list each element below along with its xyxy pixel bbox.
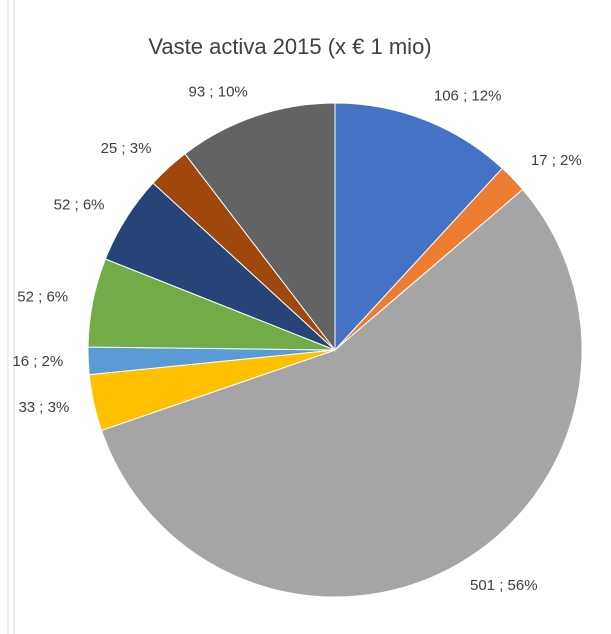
pie-slice [184,102,336,352]
data-label: 17 ; 2% [531,152,582,169]
data-label: 16 ; 2% [12,353,63,370]
data-label: 25 ; 3% [101,140,152,157]
data-label: 52 ; 6% [54,197,105,214]
data-label: 52 ; 6% [17,288,68,305]
chart-title: Vaste activa 2015 (x € 1 mio) [148,34,431,59]
data-label: 501 ; 56% [470,577,538,594]
data-label: 93 ; 10% [189,83,248,100]
pie-slice [100,188,583,598]
data-label: 33 ; 3% [18,399,69,416]
pie-slice [334,102,504,352]
data-label: 106 ; 12% [434,88,502,105]
